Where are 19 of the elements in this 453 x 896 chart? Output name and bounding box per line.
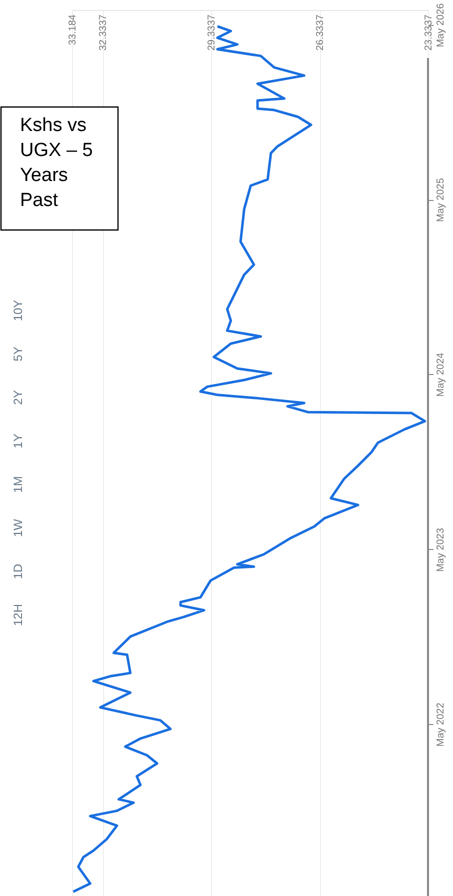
text: 5Y xyxy=(11,346,25,362)
text: Kshs vs UGX – 5 Years Past xyxy=(20,115,93,211)
x-tick-label: 29.3337 xyxy=(206,14,218,51)
y-tick-label: May 2024 xyxy=(436,352,446,397)
y-tick-label: May 2026 xyxy=(436,2,446,48)
y-tick-label: May 2025 xyxy=(436,178,446,222)
text: 1D xyxy=(11,564,25,580)
text: 1Y xyxy=(11,434,25,448)
text: 12H xyxy=(11,604,25,626)
text: 2Y xyxy=(11,390,25,405)
y-tick-label: May 2023 xyxy=(436,528,446,572)
text: 10Y xyxy=(11,300,25,322)
x-tick-label: 33.184 xyxy=(68,14,78,46)
y-tick-label: May 2022 xyxy=(436,702,446,747)
text: 1W xyxy=(11,518,25,537)
x-tick-label: 26.3337 xyxy=(315,14,326,51)
text: 1M xyxy=(11,476,25,493)
x-tick-label: 32.3337 xyxy=(98,14,110,51)
x-tick-label: 23.3337 xyxy=(424,14,434,51)
